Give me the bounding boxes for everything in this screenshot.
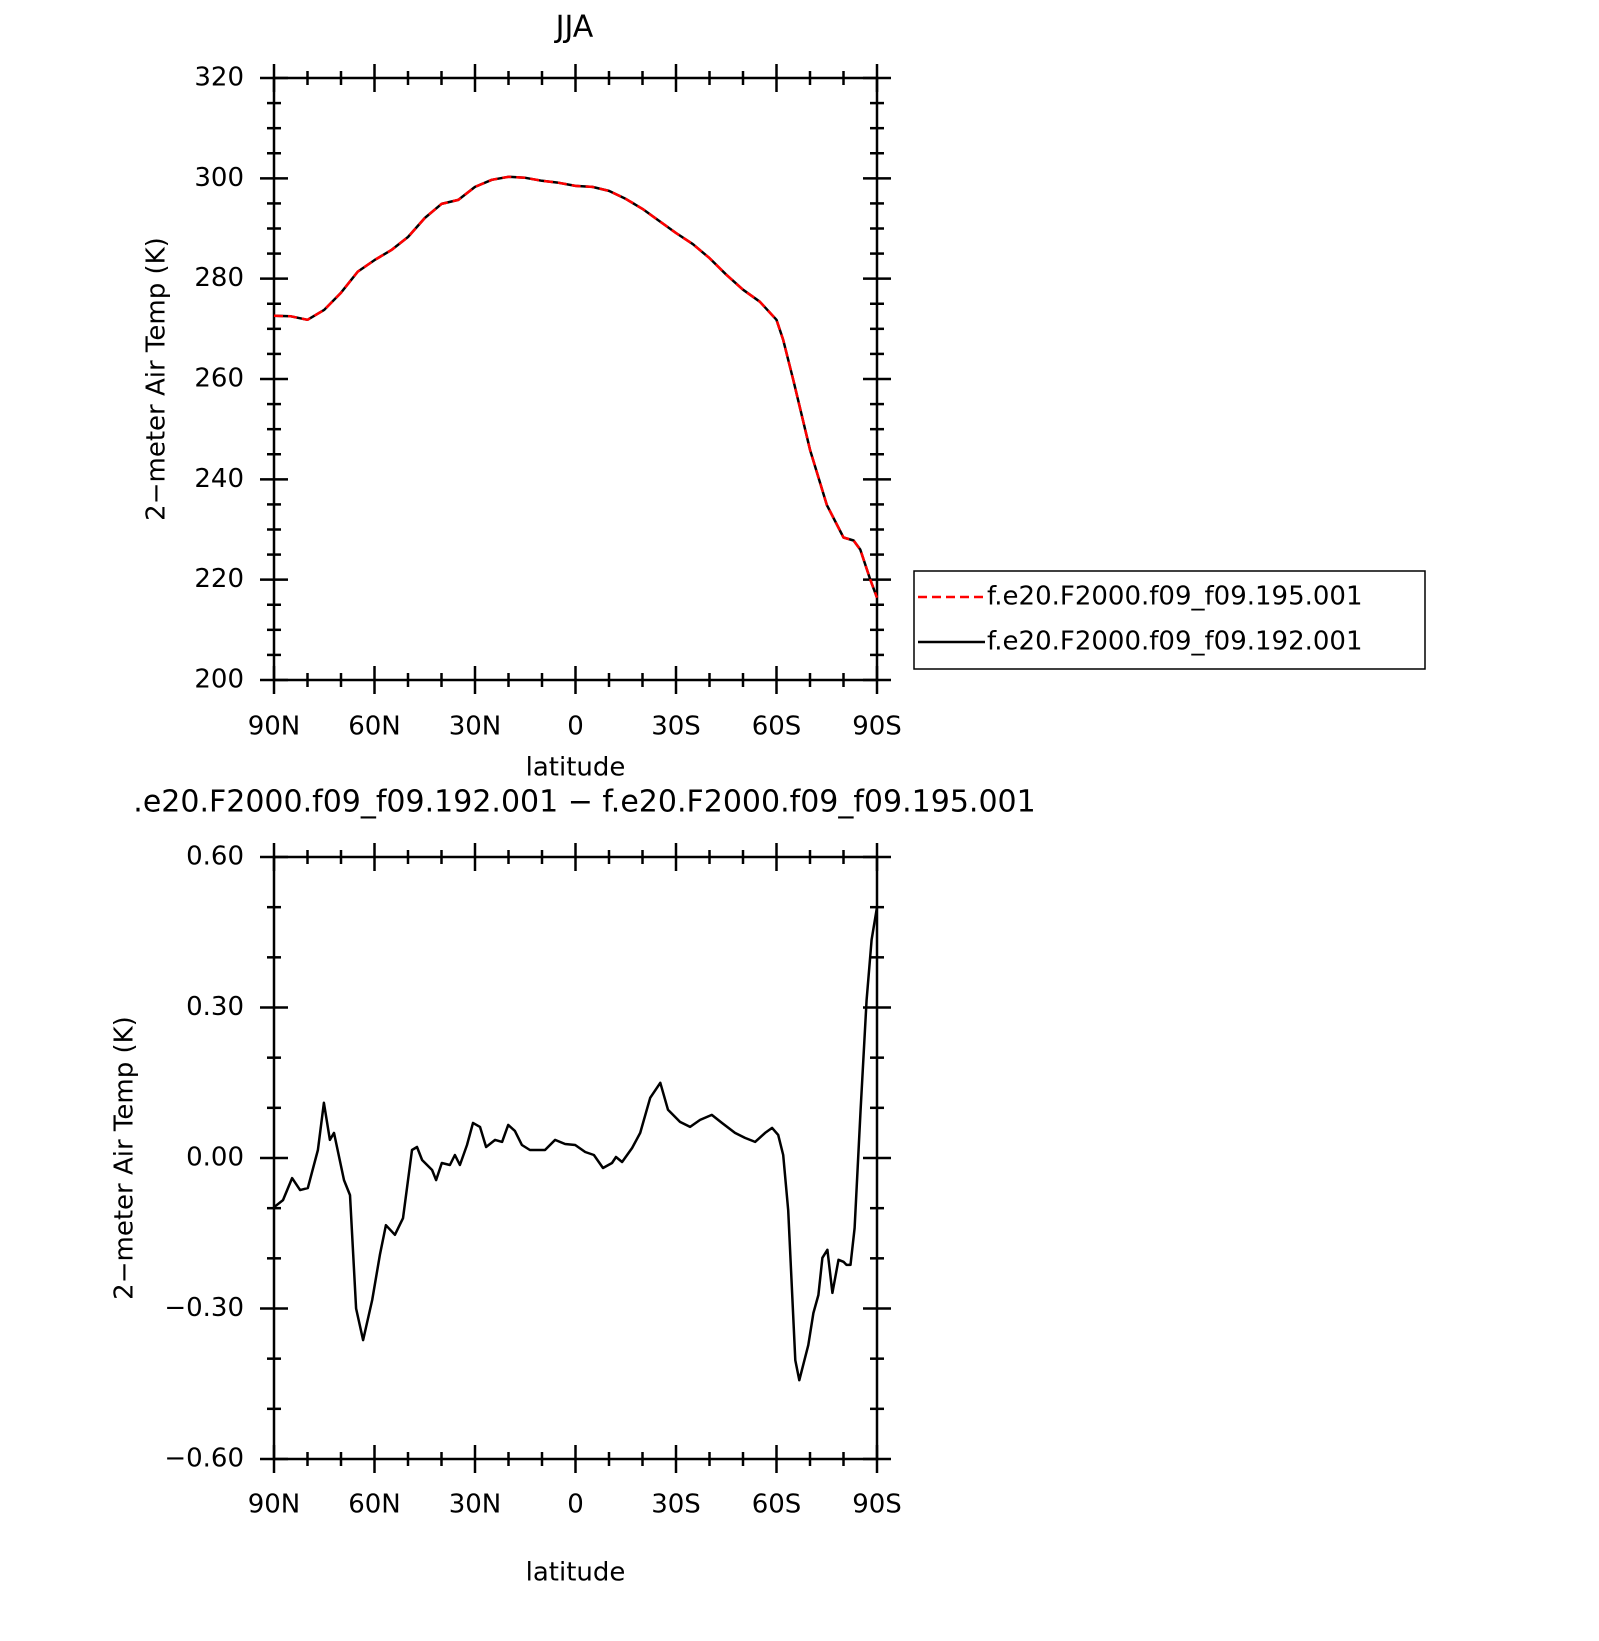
y-tick-label: 280: [194, 263, 244, 293]
legend-label: f.e20.F2000.f09_f09.195.001: [987, 582, 1363, 612]
plot-frame: [272, 76, 879, 682]
y-axis-title: 2−meter Air Temp (K): [142, 237, 172, 521]
x-tick-label: 60N: [348, 1490, 401, 1520]
y-tick-label: 0.00: [186, 1143, 244, 1173]
x-tick-label: 60N: [348, 712, 401, 742]
x-tick-label: 90N: [248, 712, 301, 742]
x-tick-label: 60S: [752, 712, 802, 742]
y-axis-title: 2−meter Air Temp (K): [110, 1016, 140, 1300]
y-tick-label: 0.30: [186, 992, 244, 1022]
x-tick-label: 30N: [449, 712, 502, 742]
chart-title: JJA: [554, 10, 594, 45]
x-tick-label: 0: [567, 1490, 584, 1520]
y-tick-label: 240: [194, 464, 244, 494]
x-tick-label: 90S: [852, 712, 902, 742]
x-tick-label: 30S: [651, 1490, 701, 1520]
x-tick-label: 30N: [449, 1490, 502, 1520]
x-tick-label: 90N: [248, 1490, 301, 1520]
data-line: [273, 906, 879, 1382]
y-tick-label: 300: [194, 163, 244, 193]
y-tick-label: 0.60: [186, 842, 244, 872]
x-tick-label: 60S: [752, 1490, 802, 1520]
x-tick-label: 90S: [852, 1490, 902, 1520]
y-tick-label: −0.60: [164, 1444, 244, 1474]
y-tick-label: −0.30: [164, 1293, 244, 1323]
x-axis-title: latitude: [526, 753, 626, 783]
y-tick-label: 220: [194, 564, 244, 594]
y-tick-label: 200: [194, 665, 244, 695]
data-line: [273, 175, 879, 599]
y-tick-label: 260: [194, 364, 244, 394]
x-tick-label: 30S: [651, 712, 701, 742]
legend-box: [913, 570, 1426, 670]
y-tick-label: 320: [194, 63, 244, 93]
chart-title: .e20.F2000.f09_f09.192.001 − f.e20.F2000…: [133, 785, 1035, 820]
data-line: [273, 175, 879, 599]
legend-label: f.e20.F2000.f09_f09.192.001: [987, 627, 1363, 657]
x-tick-label: 0: [567, 712, 584, 742]
plot-frame: [272, 855, 879, 1461]
x-axis-title: latitude: [526, 1558, 626, 1588]
